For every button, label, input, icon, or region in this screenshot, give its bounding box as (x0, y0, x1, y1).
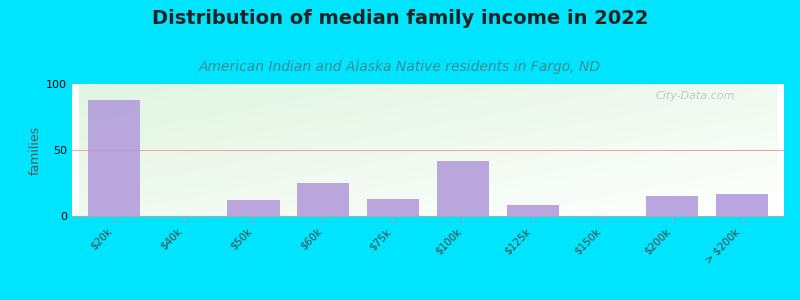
Y-axis label: families: families (29, 125, 42, 175)
Bar (367, 199, 419, 216)
Text: American Indian and Alaska Native residents in Fargo, ND: American Indian and Alaska Native reside… (199, 60, 601, 74)
Bar (297, 183, 350, 216)
Bar (646, 196, 698, 216)
Text: Distribution of median family income in 2022: Distribution of median family income in … (152, 9, 648, 28)
Text: City-Data.com: City-Data.com (656, 91, 735, 100)
Bar (227, 200, 280, 216)
Bar (88, 100, 140, 216)
Bar (716, 194, 768, 216)
Bar (437, 160, 489, 216)
Bar (506, 206, 559, 216)
